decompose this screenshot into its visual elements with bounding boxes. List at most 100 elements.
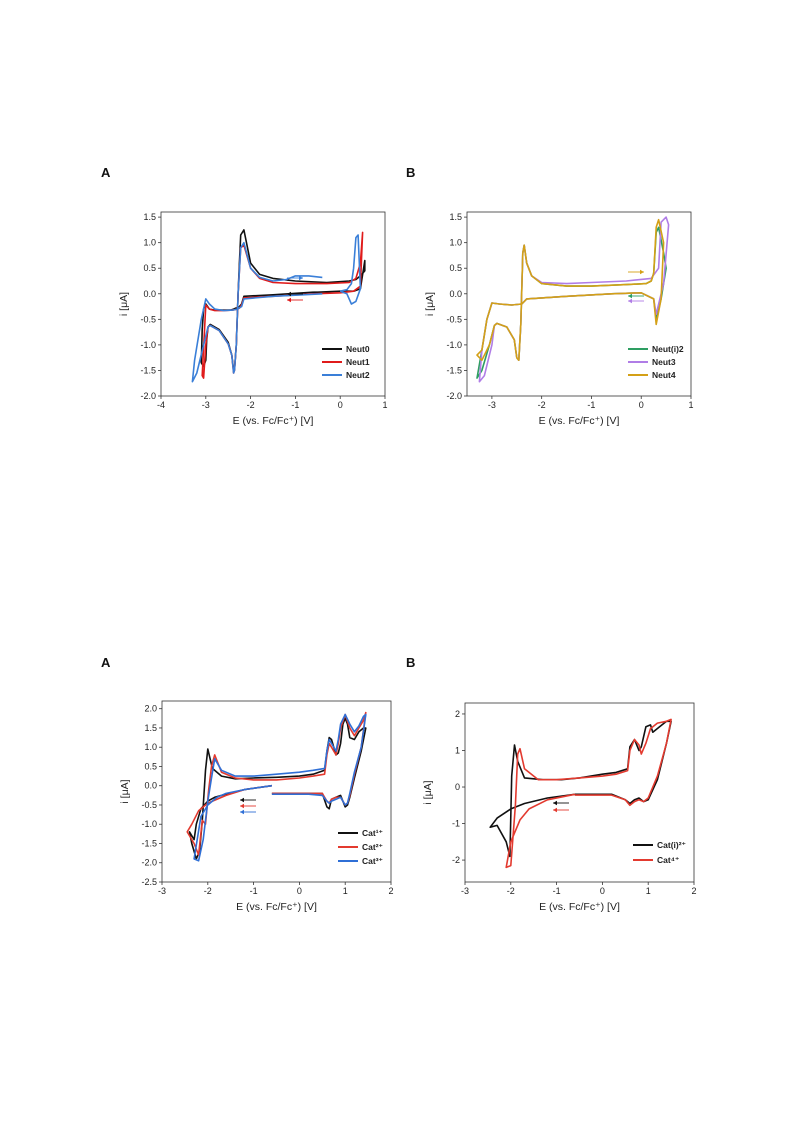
x-tick-label: -3	[461, 886, 469, 896]
scan-arrow-head	[287, 291, 291, 297]
scan-arrow-head	[240, 803, 244, 809]
series-line	[478, 216, 670, 383]
series-line	[505, 718, 672, 869]
y-tick-label: -2.0	[446, 391, 462, 401]
y-tick-label: 1.5	[449, 212, 462, 222]
y-tick-label: -2.0	[141, 858, 157, 868]
chart-2: -3 -2 -1 0 1 -2.0 -1.5 -1.0 -0.5 0.0 0.5 1.0 1.5 E (v…	[424, 211, 694, 427]
series-line	[476, 226, 667, 379]
scan-arrow-head	[553, 800, 557, 806]
x-tick-label: 0	[338, 400, 343, 410]
legend-label: Cat⁴⁺	[657, 855, 679, 865]
x-tick-label: -1	[291, 400, 299, 410]
y-tick-label: -2	[452, 855, 460, 865]
y-tick-label: -2.0	[140, 391, 156, 401]
legend-label: Cat¹⁺	[362, 828, 383, 838]
plot-frame	[466, 211, 692, 397]
legend-label: Cat³⁺	[362, 856, 383, 866]
scan-arrow-head	[240, 797, 244, 803]
y-axis-title: i [μA]	[118, 292, 130, 316]
series-line	[476, 218, 665, 362]
legend-label: Neut(i)2	[652, 344, 684, 354]
x-tick-label: -1	[250, 886, 258, 896]
x-tick-label: 1	[343, 886, 348, 896]
y-tick-label: 0	[455, 782, 460, 792]
y-tick-label: -1.5	[140, 365, 156, 375]
scan-arrow-head	[287, 297, 291, 303]
series-line	[191, 241, 323, 383]
y-tick-label: 0.0	[144, 781, 157, 791]
y-tick-label: -1.0	[446, 340, 462, 350]
plot-frame	[464, 702, 695, 883]
panel-letter: B	[406, 165, 416, 180]
legend-label: Neut1	[346, 357, 370, 367]
panel-letter: B	[406, 655, 416, 670]
x-tick-label: 2	[691, 886, 696, 896]
x-tick-label: 0	[639, 400, 644, 410]
y-tick-label: -0.5	[141, 800, 157, 810]
y-axis-title: i [μA]	[119, 779, 131, 803]
y-tick-label: 1.0	[449, 238, 462, 248]
series-line	[201, 231, 364, 379]
scan-arrow-head	[628, 293, 632, 299]
x-tick-label: 1	[646, 886, 651, 896]
legend-label: Neut2	[346, 370, 370, 380]
y-tick-label: 1.0	[144, 742, 157, 752]
y-tick-label: 0.0	[449, 289, 462, 299]
y-tick-label: -1.5	[446, 365, 462, 375]
x-tick-label: 0	[297, 886, 302, 896]
series-line	[339, 234, 362, 305]
x-tick-label: -2	[538, 400, 546, 410]
scan-arrow-head	[628, 298, 632, 304]
y-tick-label: -1	[452, 819, 460, 829]
x-tick-label: -2	[247, 400, 255, 410]
series-line	[193, 713, 367, 862]
x-tick-label: 1	[688, 400, 693, 410]
y-tick-label: -0.5	[140, 314, 156, 324]
scan-arrow-head	[553, 807, 557, 813]
y-tick-label: 1.0	[143, 238, 156, 248]
legend-label: Neut0	[346, 344, 370, 354]
y-tick-label: 2.0	[144, 704, 157, 714]
y-tick-label: 0.5	[144, 761, 157, 771]
y-tick-label: 0.0	[143, 289, 156, 299]
y-tick-label: 1	[455, 745, 460, 755]
legend-label: Cat²⁺	[362, 842, 383, 852]
x-tick-label: -3	[158, 886, 166, 896]
y-tick-label: 2	[455, 709, 460, 719]
chart-4: -3 -2 -1 0 1 2 -2 -1 0 1 2 E (vs. Fc/Fc⁺) [V] i [μA]…	[422, 702, 697, 913]
x-tick-label: -1	[587, 400, 595, 410]
x-tick-label: 0	[600, 886, 605, 896]
scan-arrow-head	[640, 269, 644, 275]
y-tick-label: 1.5	[144, 723, 157, 733]
y-tick-label: -1.0	[140, 340, 156, 350]
y-tick-label: 0.5	[449, 263, 462, 273]
y-axis-title: i [μA]	[422, 780, 434, 804]
y-tick-label: -2.5	[141, 877, 157, 887]
x-tick-label: -3	[202, 400, 210, 410]
y-tick-label: 0.5	[143, 263, 156, 273]
scan-arrow-head	[240, 809, 244, 815]
x-tick-label: -3	[488, 400, 496, 410]
legend-label: Neut4	[652, 370, 676, 380]
x-tick-label: 1	[382, 400, 387, 410]
panel-letter: A	[101, 165, 111, 180]
plot-frame	[161, 700, 392, 883]
chart-3: -3 -2 -1 0 1 2 -2.5 -2.0 -1.5 -1.0 -0.5 0.0 0.5 1.0 1.…	[119, 700, 394, 913]
x-axis-title: E (vs. Fc/Fc⁺) [V]	[236, 901, 317, 913]
x-axis-title: E (vs. Fc/Fc⁺) [V]	[539, 901, 620, 913]
y-tick-label: -0.5	[446, 314, 462, 324]
legend-label: Cat(i)²⁺	[657, 840, 686, 850]
y-axis-title: i [μA]	[424, 292, 436, 316]
x-tick-label: 2	[388, 886, 393, 896]
chart-1: -4 -3 -2 -1 0 1 -2.0 -1.5 -1.0 -0.5 0.0 0.5 1.0 1.5 E …	[118, 211, 388, 427]
plot-frame	[160, 211, 386, 397]
x-tick-label: -4	[157, 400, 165, 410]
x-tick-label: -2	[204, 886, 212, 896]
x-tick-label: -1	[553, 886, 561, 896]
y-tick-label: 1.5	[143, 212, 156, 222]
y-tick-label: -1.5	[141, 838, 157, 848]
legend-label: Neut3	[652, 357, 676, 367]
series-line	[489, 720, 672, 858]
